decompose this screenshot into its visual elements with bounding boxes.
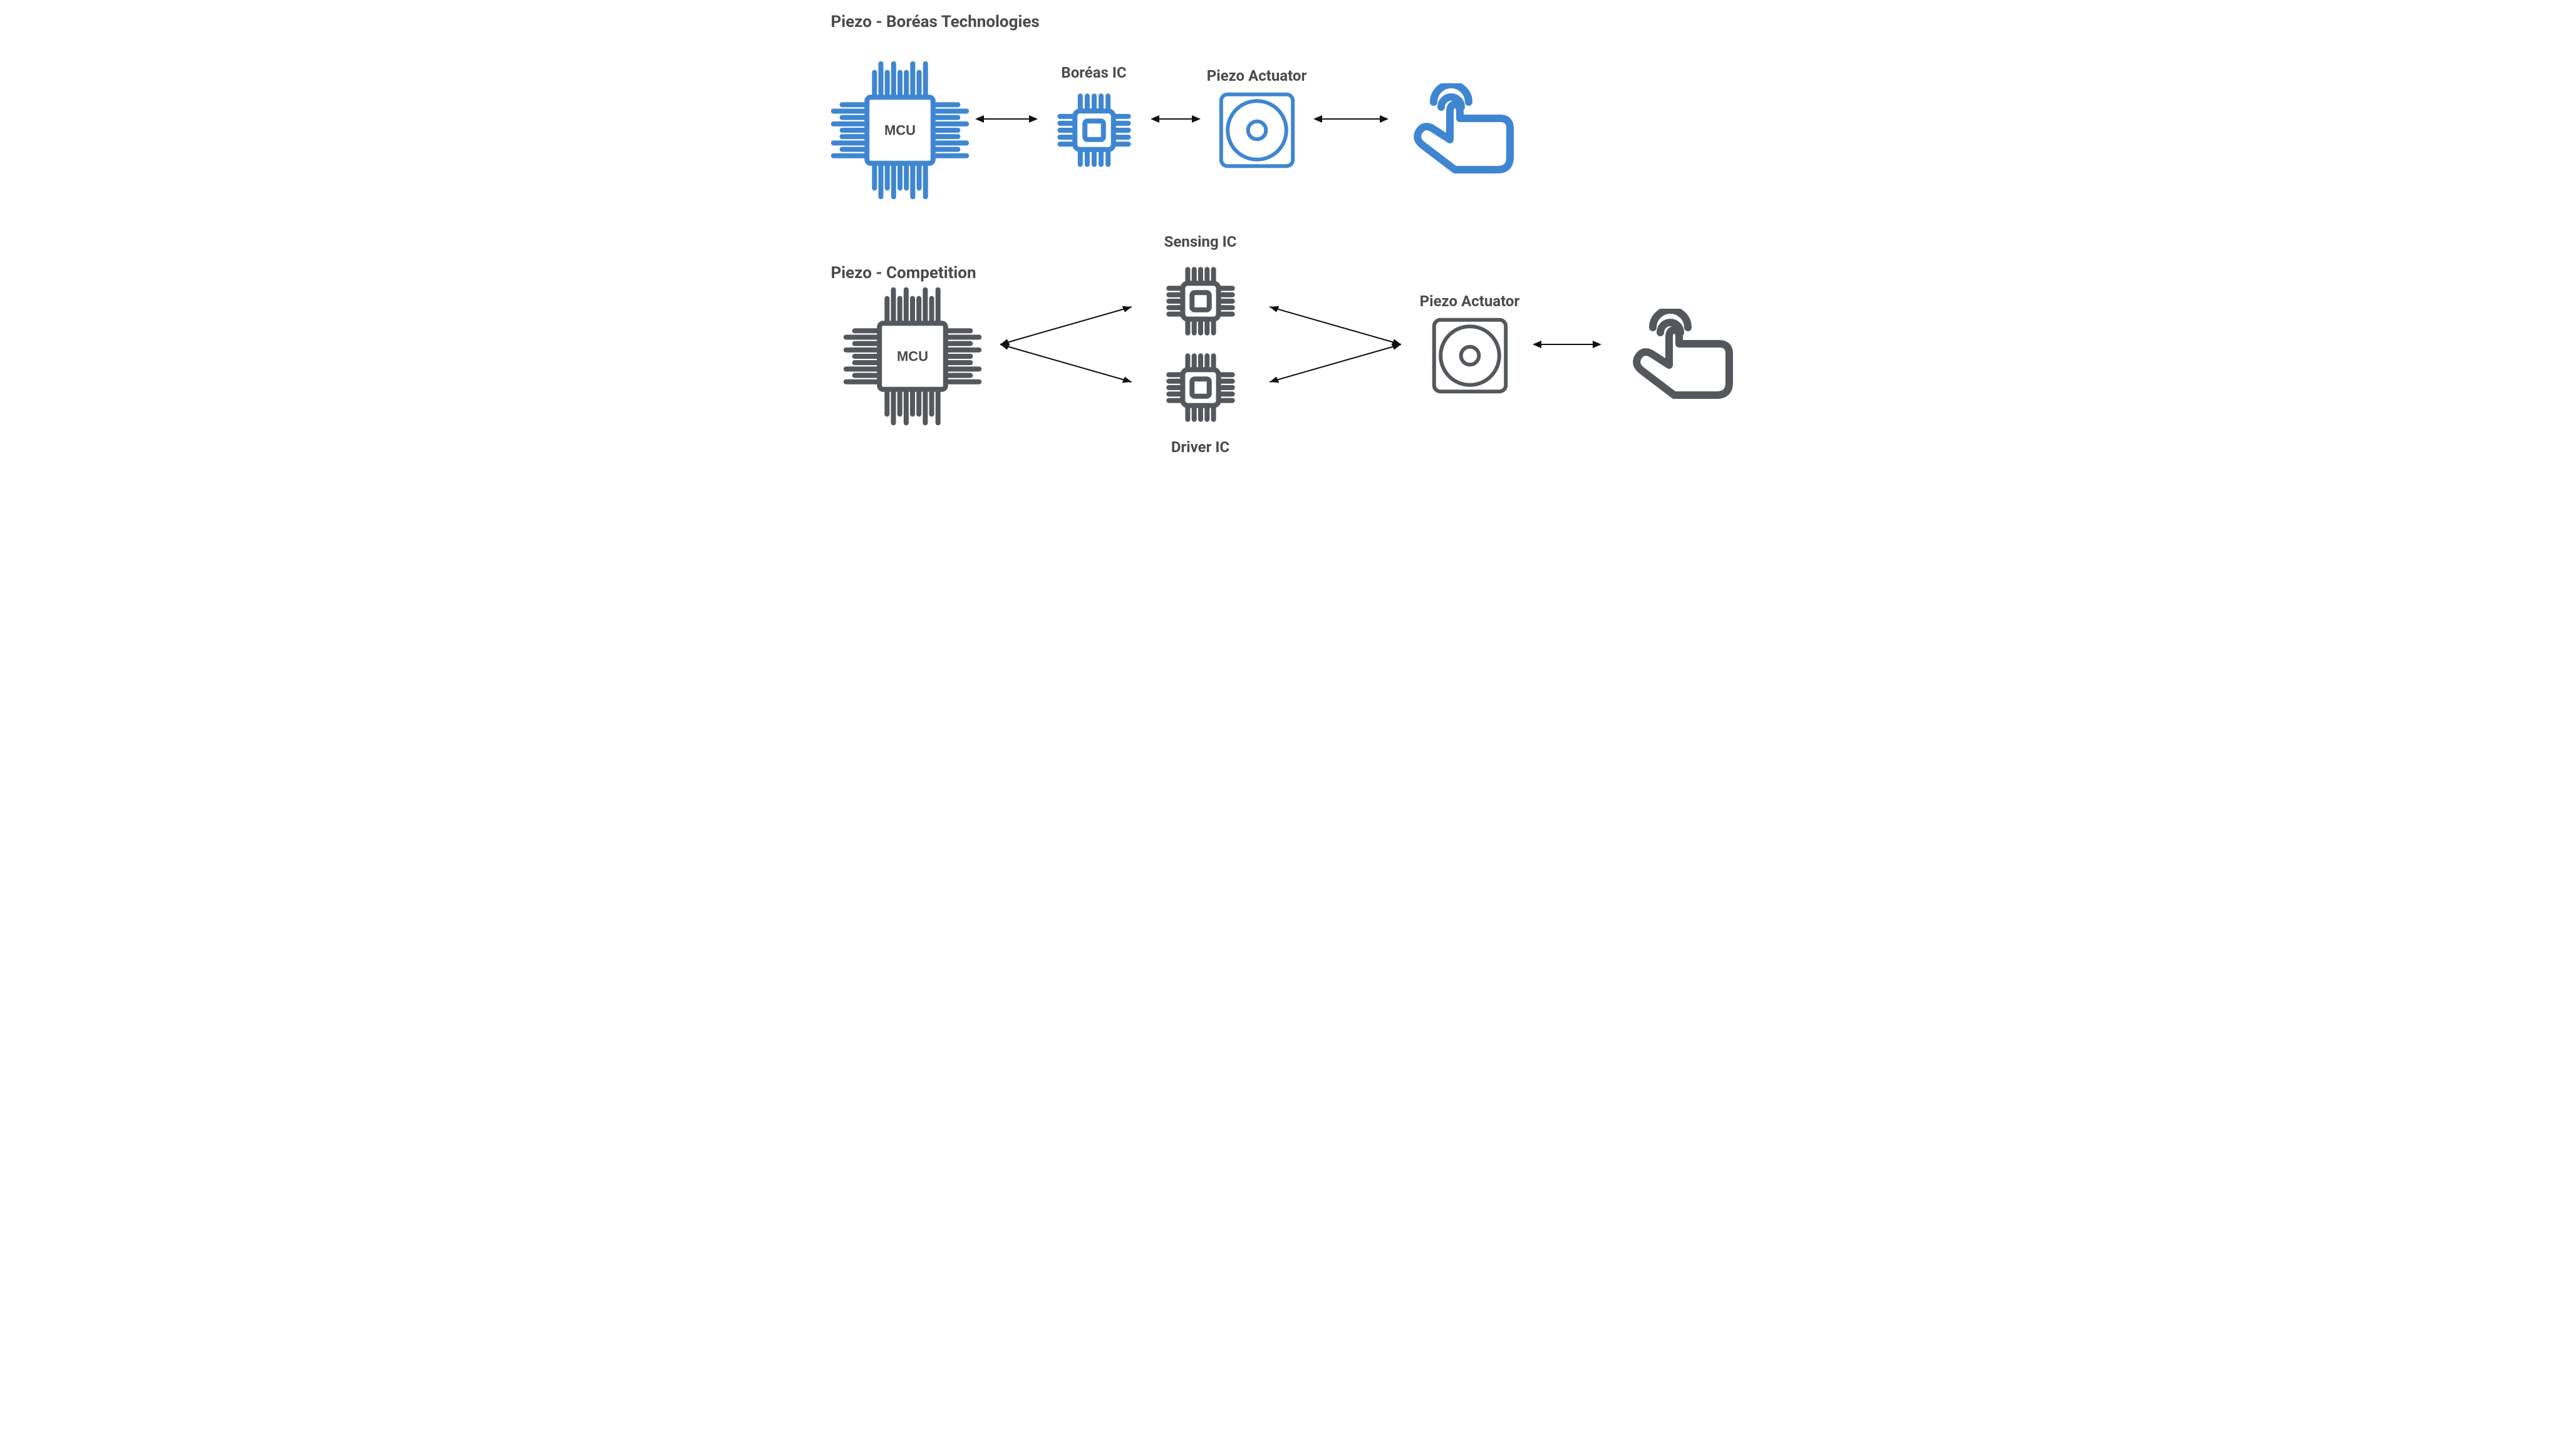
- top-node-piezo: Piezo Actuator: [1207, 67, 1307, 171]
- top-node-mcu: . MCU: [831, 39, 969, 199]
- arrows-split-left: [994, 250, 1138, 438]
- chip-large-icon: MCU: [844, 287, 981, 425]
- bottom-node-touch: .: [1608, 286, 1746, 403]
- sensing-label: Sensing IC: [1164, 233, 1237, 250]
- bottom-node-mcu: Piezo - Competition MCU: [831, 264, 994, 425]
- arrow-bi: [1151, 115, 1201, 123]
- chip-large-icon: MCU: [831, 61, 969, 199]
- top-node-touch: .: [1395, 61, 1520, 177]
- comparison-diagram: Piezo - Boréas Technologies . MCU Boréas…: [831, 13, 1746, 463]
- svg-text:MCU: MCU: [884, 123, 915, 138]
- top-section-title: Piezo - Boréas Technologies: [831, 13, 1746, 31]
- bottom-ic-stack: Sensing IC Driver IC: [1138, 233, 1263, 456]
- arrows-merge-right: [1263, 250, 1407, 438]
- top-row: . MCU Boréas IC Piezo Actuator .: [831, 38, 1746, 200]
- actuator-icon: [1216, 90, 1298, 171]
- chip-small-icon: [1160, 260, 1241, 342]
- chip-small-icon: [1050, 86, 1138, 174]
- bottom-node-piezo: Piezo Actuator: [1407, 292, 1533, 396]
- actuator-icon: [1429, 315, 1511, 396]
- piezo-label: Piezo Actuator: [1420, 292, 1520, 310]
- arrow-bi: [1313, 115, 1389, 123]
- top-node-label-piezo: Piezo Actuator: [1207, 67, 1307, 85]
- chip-small-icon: [1160, 347, 1241, 428]
- arrow-bi: [975, 115, 1038, 123]
- touch-icon: [1395, 83, 1520, 177]
- top-node-label-ic: Boréas IC: [1061, 64, 1126, 81]
- touch-icon: [1614, 309, 1739, 403]
- svg-text:MCU: MCU: [896, 349, 928, 364]
- driver-label: Driver IC: [1171, 438, 1229, 456]
- bottom-section-title: Piezo - Competition: [831, 264, 976, 282]
- arrow-bi: [1533, 340, 1608, 349]
- bottom-row: Piezo - Competition MCU Sensing IC Drive…: [831, 225, 1746, 463]
- top-node-ic: Boréas IC: [1044, 64, 1144, 174]
